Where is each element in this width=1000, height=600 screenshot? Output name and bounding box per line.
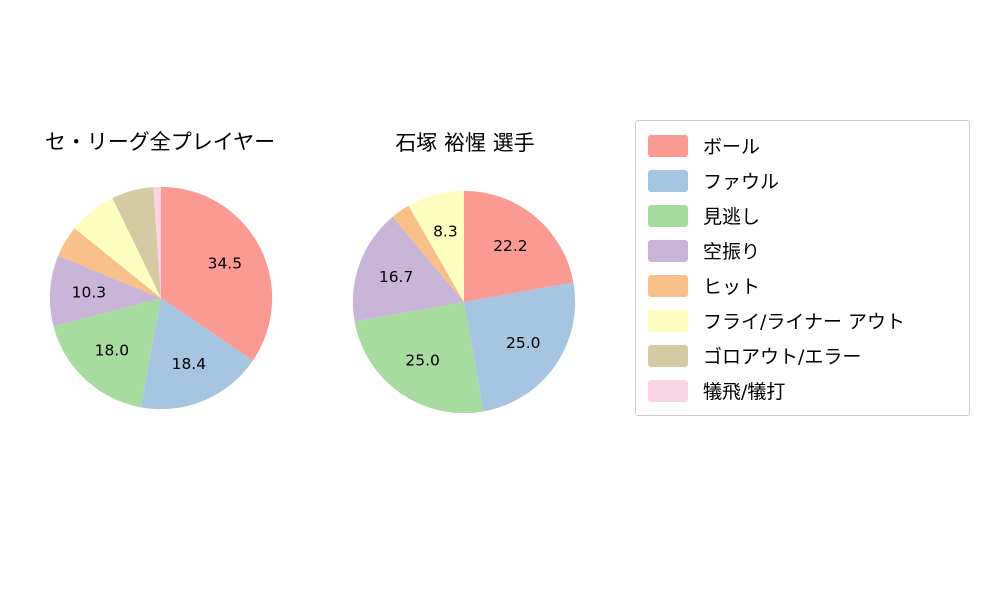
pie-player: 22.2 25.0 25.0 16.7 8.3 (352, 190, 576, 414)
pie-slice (58, 228, 161, 298)
pie-slice (354, 302, 484, 414)
legend-swatch (648, 274, 688, 297)
pie-slice (161, 186, 273, 361)
pie-slice (112, 187, 161, 298)
pie-slice (74, 198, 161, 298)
legend-swatch (648, 309, 688, 332)
pie-slice (153, 186, 161, 298)
pie-slice-value-label: 22.2 (493, 237, 527, 255)
pie-slice-value-label: 18.0 (95, 341, 129, 359)
legend-label: フライ/ライナー アウト (703, 311, 906, 333)
legend-item: ゴロアウト/エラー (648, 339, 957, 373)
legend-label: ファウル (703, 171, 780, 193)
pie-slice-value-label: 25.0 (405, 352, 439, 370)
legend-swatch (648, 239, 688, 262)
chart-title-player: 石塚 裕惺 選手 (395, 131, 535, 155)
legend: ボールファウル見逃し空振りヒットフライ/ライナー アウト ゴロアウト/エラー 犠飛/… (635, 120, 970, 416)
legend-swatch (648, 344, 688, 367)
legend-item: 見逃し (648, 199, 957, 233)
legend-item: フライ/ライナー アウト (648, 304, 957, 338)
legend-item: ヒット (648, 269, 957, 303)
chart-title-league: セ・リーグ全プレイヤー (44, 130, 276, 154)
legend-swatch (648, 204, 688, 227)
pie-slice-value-label: 8.3 (433, 223, 458, 241)
legend-label: 見逃し (703, 206, 761, 228)
pie-slice (140, 298, 253, 410)
pie-slice-value-label: 18.4 (172, 355, 206, 373)
legend-label: ボール (703, 136, 761, 158)
legend-swatch (648, 134, 688, 157)
pie-league: 34.5 18.4 18.0 10.3 (49, 186, 273, 410)
pie-slice (352, 216, 464, 322)
pie-slice-value-label: 16.7 (379, 268, 413, 286)
legend-label: ゴロアウト/エラー (703, 346, 862, 368)
pie-slice (392, 205, 464, 302)
legend-swatch (648, 169, 688, 192)
pie-slice-value-label: 10.3 (72, 284, 106, 302)
pie-slice (49, 255, 161, 327)
legend-label: 空振り (703, 241, 761, 263)
legend-item: 犠飛/犠打 (648, 374, 957, 408)
legend-item: ファウル (648, 164, 957, 198)
legend-swatch (648, 379, 688, 402)
pie-slice (464, 190, 574, 302)
pie-slice (408, 190, 464, 302)
pie-slice (464, 282, 576, 412)
pie-slice-value-label: 34.5 (208, 255, 242, 273)
pie-slice (53, 298, 161, 408)
legend-item: ボール (648, 129, 957, 163)
pie-slice-value-label: 25.0 (506, 334, 540, 352)
legend-label: ヒット (703, 276, 761, 298)
legend-item: 空振り (648, 234, 957, 268)
legend-label: 犠飛/犠打 (703, 381, 786, 403)
